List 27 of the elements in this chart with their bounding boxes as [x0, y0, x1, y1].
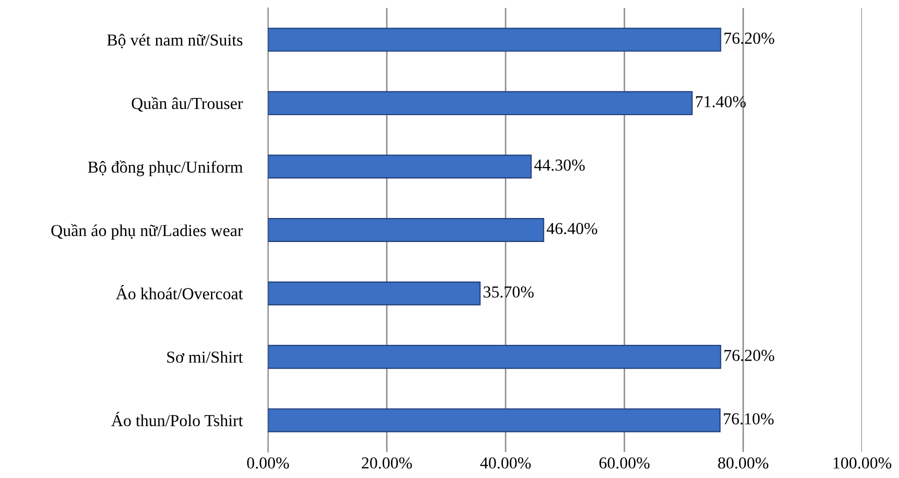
x-tick-label: 80.00% [718, 457, 768, 469]
bar [268, 281, 481, 306]
y-tick-label: Áo thun/Polo Tshirt [111, 412, 243, 426]
bar [268, 91, 693, 116]
x-tick-label: 60.00% [599, 457, 650, 469]
y-tick-label: Quần âu/Trouser [132, 96, 243, 112]
data-label: 35.70% [484, 286, 534, 298]
data-label: 76.10% [724, 413, 774, 425]
bar [268, 408, 721, 432]
y-tick-label: Quần áo phụ nữ/Ladies wear [51, 224, 243, 240]
data-label: 71.40% [696, 96, 746, 108]
y-tick-label: Sơ mi/Shirt [167, 351, 243, 363]
bar [268, 28, 722, 52]
bar [268, 344, 722, 369]
y-tick-label: Bộ vét nam nữ/Suits [107, 34, 242, 48]
bar [268, 154, 532, 179]
data-label: 44.30% [534, 159, 585, 171]
y-tick-label: Bộ đồng phục/Uniform [88, 160, 243, 176]
bar [268, 218, 544, 242]
x-tick-label: 100.00% [834, 457, 892, 469]
x-tick-label: 20.00% [362, 457, 412, 469]
y-tick-label: Áo khoát/Overcoat [116, 284, 243, 300]
x-tick-label: 0.00% [247, 457, 289, 469]
x-tick-label: 40.00% [480, 457, 531, 469]
data-label: 76.20% [724, 32, 774, 44]
data-label: 46.40% [546, 222, 598, 234]
data-label: 76.20% [724, 350, 774, 362]
